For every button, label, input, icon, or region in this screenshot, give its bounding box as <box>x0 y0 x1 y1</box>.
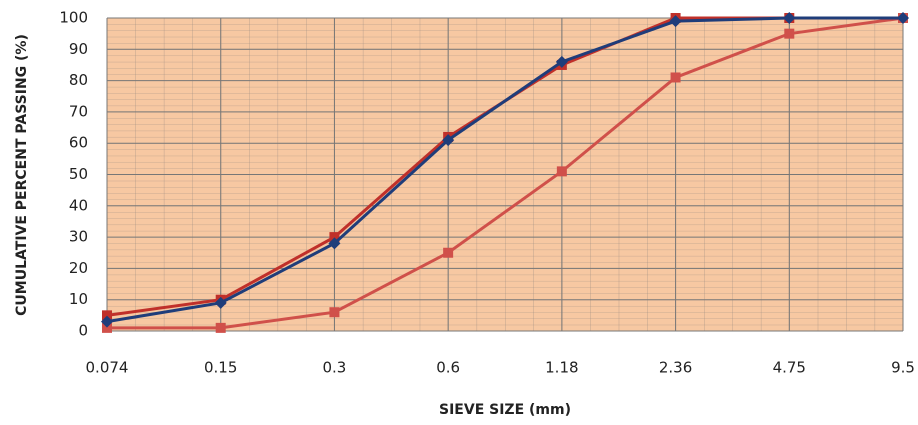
marker <box>102 310 112 321</box>
y-tick-label: 50 <box>69 165 88 183</box>
y-tick-label: 20 <box>69 259 88 277</box>
marker <box>783 12 796 24</box>
y-tick-label: 70 <box>69 102 88 120</box>
marker <box>214 296 227 309</box>
y-tick-label: 90 <box>69 40 88 58</box>
x-tick-label: 2.36 <box>659 359 692 377</box>
marker <box>102 322 112 333</box>
series-line <box>107 16 904 330</box>
series-line <box>106 16 903 324</box>
y-tick-label: 60 <box>69 134 88 152</box>
marker <box>784 28 795 39</box>
x-tick-label: 0.074 <box>86 359 129 377</box>
x-tick-label: 0.6 <box>436 359 460 377</box>
marker <box>443 247 454 258</box>
y-tick-label: 100 <box>59 9 88 27</box>
marker <box>329 307 340 318</box>
marker <box>670 72 681 83</box>
x-tick-label: 4.75 <box>773 359 806 377</box>
marker <box>556 166 567 177</box>
marker <box>101 315 113 328</box>
y-tick-label: 30 <box>69 228 88 246</box>
marker <box>329 232 340 243</box>
marker <box>669 15 682 28</box>
x-tick-label: 0.15 <box>204 359 237 377</box>
marker <box>328 237 341 250</box>
x-axis-title: SIEVE SIZE (mm) <box>439 402 571 418</box>
marker <box>555 55 568 68</box>
y-tick-label: 80 <box>69 71 88 89</box>
x-tick-label: 9.5 <box>891 359 915 377</box>
y-tick-label: 0 <box>78 322 88 340</box>
y-tick-label: 10 <box>69 290 88 308</box>
x-tick-label: 0.3 <box>322 359 346 377</box>
marker <box>442 134 455 147</box>
marker <box>215 322 226 333</box>
x-tick-label: 1.18 <box>545 359 578 377</box>
y-axis-title: CUMULATIVE PERCENT PASSING (%) <box>14 34 30 316</box>
marker <box>897 12 909 24</box>
y-tick-label: 40 <box>69 196 88 214</box>
